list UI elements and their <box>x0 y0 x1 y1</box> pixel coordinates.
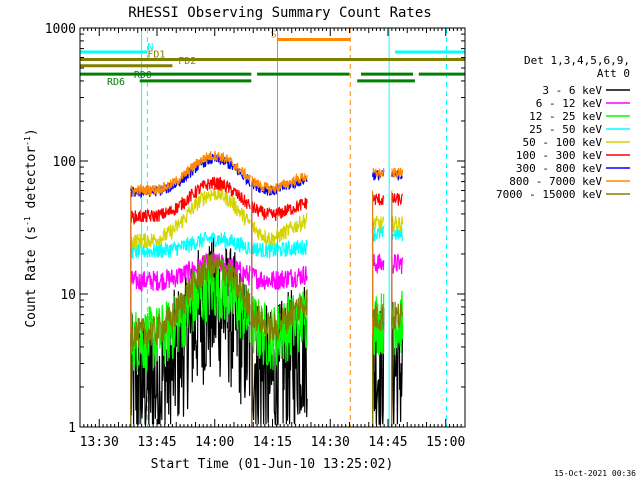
series-line <box>391 301 404 330</box>
y-tick-label: 100 <box>53 155 76 170</box>
series-line <box>251 172 308 194</box>
series-line <box>391 215 404 234</box>
x-tick-label: 14:45 <box>368 435 407 450</box>
y-axis-label-part2: detector <box>24 146 39 217</box>
series-line <box>391 253 404 275</box>
y-axis-label-sup1: -1 <box>23 216 32 226</box>
y-axis-label-sup2: -1 <box>23 136 32 146</box>
footer-timestamp: 15-Oct-2021 00:36 <box>554 469 636 478</box>
legend-entry-label: 7000 - 15000 keV <box>496 188 602 201</box>
y-tick-label: 1 <box>68 421 76 436</box>
series-line <box>130 251 251 350</box>
series-line <box>130 259 251 372</box>
x-tick-label: 14:30 <box>311 435 350 450</box>
flag-bar-label: N <box>147 42 153 53</box>
x-tick-label: 15:00 <box>426 435 465 450</box>
series-line <box>391 167 404 179</box>
legend-entry-label: 100 - 300 keV <box>516 149 602 162</box>
legend-entry-label: 300 - 800 keV <box>516 162 602 175</box>
x-axis-ticks: 13:30 13:45 14:00 14:15 14:30 14:45 15:00 <box>79 28 466 450</box>
series-line <box>372 253 385 274</box>
series-line <box>391 226 404 242</box>
series-line <box>372 167 385 178</box>
series-line <box>251 239 308 259</box>
flag-bar-label: RD0 <box>134 70 152 81</box>
x-tick-label: 13:45 <box>137 435 176 450</box>
flag-bar-label: FD1 <box>147 49 165 60</box>
x-tick-label: 14:15 <box>253 435 292 450</box>
y-axis-label: Count Rate (s-1 detector-1) <box>23 128 39 327</box>
y-tick-label: 10 <box>60 288 76 303</box>
series-line <box>251 197 308 221</box>
series-line <box>130 231 251 259</box>
series-line <box>372 193 385 206</box>
series-line <box>372 302 385 332</box>
y-tick-label: 1000 <box>45 22 76 37</box>
series-line <box>130 252 251 292</box>
y-axis-label-part3: ) <box>24 128 39 136</box>
chart-title: RHESSI Observing Summary Count Rates <box>128 5 431 21</box>
series-line <box>251 265 308 291</box>
legend-entry-label: 800 - 7000 keV <box>509 175 602 188</box>
data-series <box>130 150 404 427</box>
x-tick-label: 13:30 <box>80 435 119 450</box>
legend-entry-label: 6 - 12 keV <box>536 97 603 110</box>
legend-header-line1: Det 1,3,4,5,6,9, <box>524 54 630 67</box>
series-line <box>130 150 251 197</box>
legend-entry-label: 25 - 50 keV <box>529 123 602 136</box>
series-line <box>391 302 404 425</box>
series-line <box>251 212 308 246</box>
x-axis-label: Start Time (01-Jun-10 13:25:02) <box>151 457 394 472</box>
series-line <box>130 236 251 425</box>
series-line <box>372 226 385 242</box>
series-line <box>391 192 404 206</box>
y-axis-ticks: 1 10 100 1000 <box>45 22 465 436</box>
flag-bar-label: RD6 <box>107 77 125 88</box>
series-line <box>372 293 385 356</box>
series-line <box>251 289 308 346</box>
legend-entry-label: 12 - 25 keV <box>529 110 602 123</box>
y-axis-label-part1: Count Rate (s <box>24 226 39 328</box>
x-tick-label: 14:00 <box>195 435 234 450</box>
legend-entry-label: 50 - 100 keV <box>523 136 603 149</box>
legend-header-line2: Att 0 <box>597 67 630 80</box>
legend-entry-label: 3 - 6 keV <box>542 84 602 97</box>
flag-bar-label: S <box>271 29 277 40</box>
series-line <box>251 291 308 371</box>
series-line <box>130 176 251 226</box>
flag-bar-label: FD2 <box>178 56 196 67</box>
series-line <box>130 186 251 249</box>
series-line <box>372 215 385 231</box>
